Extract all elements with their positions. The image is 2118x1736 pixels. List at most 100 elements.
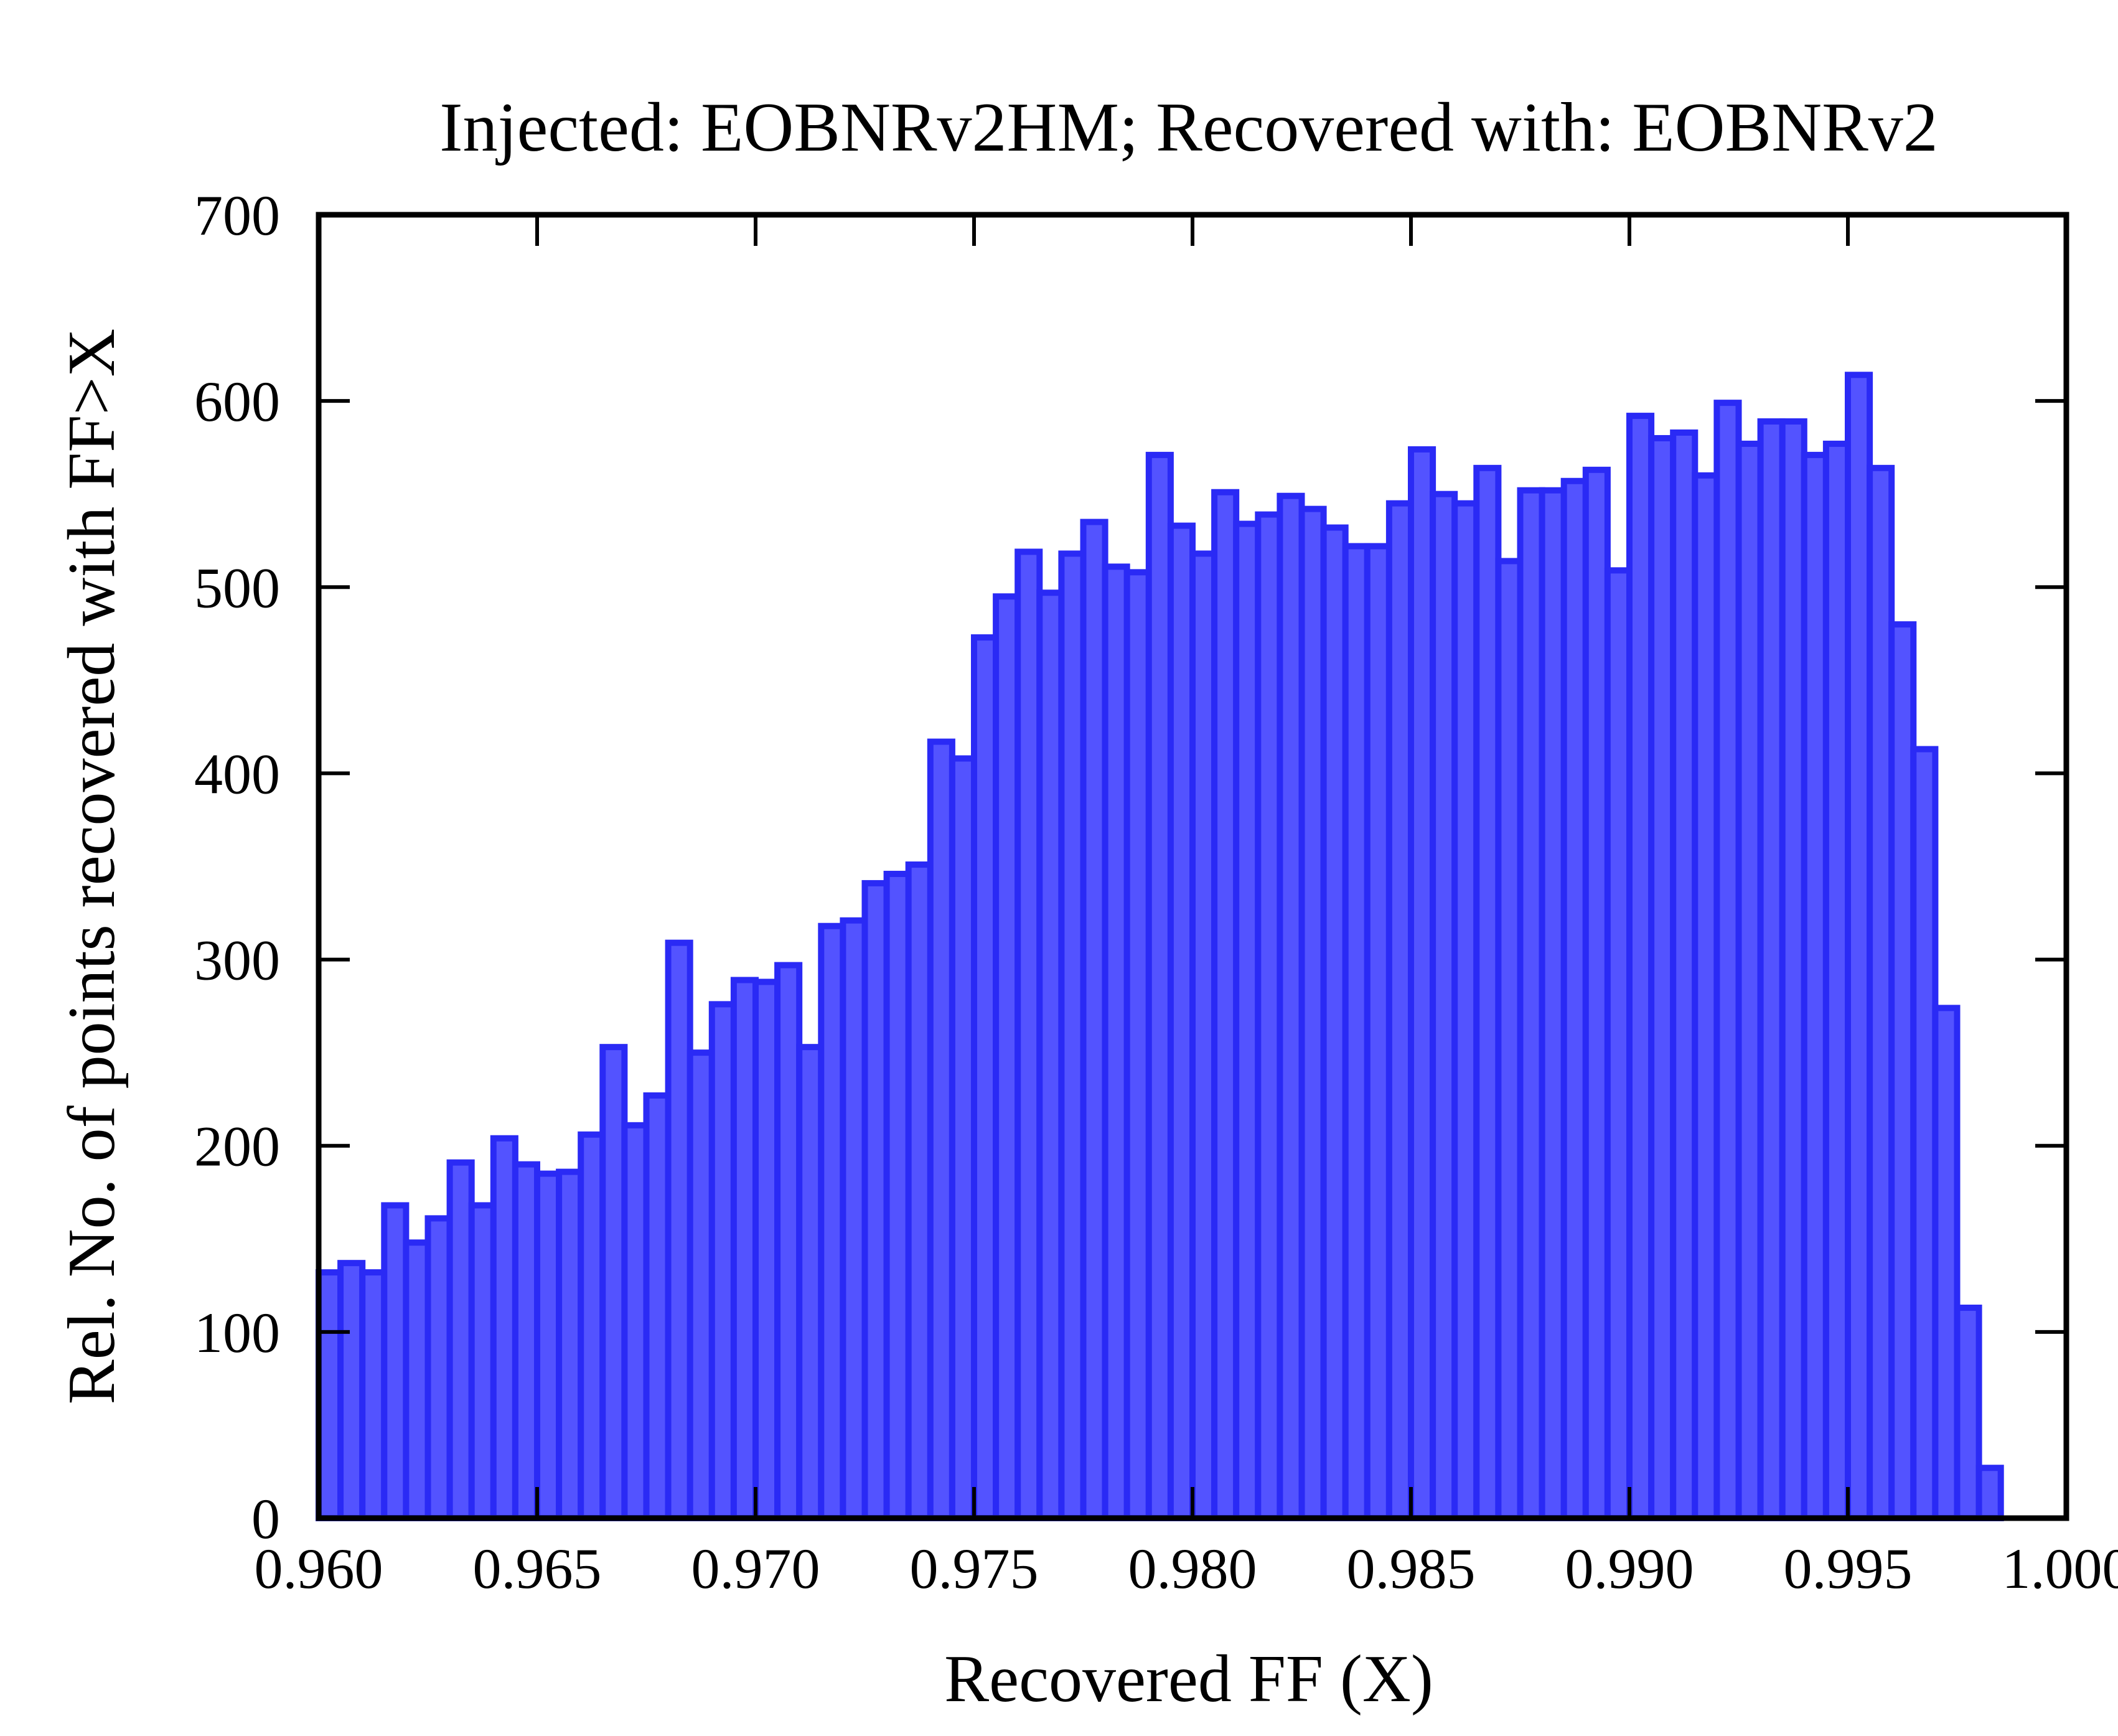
histogram-bar [1211, 489, 1240, 1521]
histogram-bar [971, 634, 1000, 1521]
histogram-bar [1539, 487, 1567, 1521]
histogram-bar [1779, 418, 1807, 1521]
histogram-bar [730, 977, 759, 1521]
histogram-bar [1954, 1304, 1982, 1521]
histogram-bar [1058, 550, 1087, 1522]
histogram-bar [1342, 543, 1371, 1522]
histogram-bar [665, 939, 693, 1521]
x-tick-label: 0.970 [691, 1537, 820, 1600]
histogram-bar [534, 1170, 563, 1521]
histogram-bar [708, 1001, 737, 1521]
chart-title: Injected: EOBNRv2HM; Recovered with: EOB… [439, 89, 1938, 166]
histogram-bar [1867, 464, 1895, 1522]
histogram-bar [1036, 589, 1065, 1521]
bars-group [316, 372, 2004, 1522]
y-tick-label: 300 [194, 929, 280, 992]
histogram-bar [1102, 563, 1130, 1521]
histogram-bar [1167, 522, 1196, 1521]
ticks-group [319, 215, 2066, 1518]
histogram-bar [468, 1202, 497, 1521]
histogram-bar [752, 978, 781, 1522]
y-tick-label: 0 [251, 1487, 280, 1551]
histogram-bar [381, 1202, 410, 1521]
histogram-bar [1123, 569, 1152, 1522]
histogram-bar [1670, 429, 1699, 1521]
histogram-bar [316, 1269, 344, 1522]
histogram-bar [556, 1168, 584, 1521]
histogram-bar [446, 1159, 475, 1521]
histogram-bar [1233, 520, 1262, 1521]
histogram-bar [1473, 464, 1502, 1522]
histogram-bar [1298, 505, 1327, 1521]
histogram-bar [643, 1092, 672, 1521]
histogram-bar [1692, 472, 1720, 1521]
x-tick-label: 1.000 [2002, 1537, 2118, 1600]
histogram-bar [1277, 492, 1305, 1521]
histogram-bar [1014, 548, 1043, 1521]
y-tick-label: 500 [194, 556, 280, 619]
histogram-bar [1364, 543, 1392, 1522]
x-tick-label: 0.965 [473, 1537, 602, 1600]
histogram-bar [359, 1269, 388, 1522]
histogram-bar [1145, 451, 1174, 1521]
histogram-bar [1888, 621, 1917, 1521]
histogram-bar [1430, 490, 1458, 1522]
x-tick-label: 0.995 [1784, 1537, 1913, 1600]
histogram-bar [1822, 440, 1851, 1522]
histogram-bar [774, 962, 803, 1521]
histogram-bar [424, 1215, 453, 1521]
histogram-bar [796, 1044, 825, 1521]
histogram-bar [1080, 518, 1108, 1521]
histogram-bar [1735, 440, 1764, 1522]
histogram-bar [1648, 434, 1677, 1521]
histogram-bar [1910, 746, 1939, 1521]
histogram-bar [1582, 466, 1611, 1522]
plot-frame [316, 212, 2069, 1521]
x-tick-label: 0.975 [910, 1537, 1039, 1600]
x-tick-label: 0.980 [1128, 1537, 1257, 1600]
y-tick-label: 100 [194, 1301, 280, 1364]
histogram-bar [1385, 500, 1414, 1522]
histogram-bar [1932, 1005, 1961, 1521]
histogram-bar [905, 861, 934, 1521]
histogram-bar [1451, 500, 1480, 1522]
histogram-bar [512, 1161, 541, 1521]
histogram-bar [337, 1260, 366, 1522]
histogram-bar [1495, 558, 1524, 1521]
histogram-bar [1408, 446, 1436, 1521]
histogram-bar [1801, 451, 1829, 1521]
histogram-bar [686, 1049, 715, 1521]
histogram-bar [621, 1122, 650, 1521]
histogram-bar [949, 755, 978, 1521]
histogram-bar [840, 917, 868, 1522]
histogram-bar [1320, 524, 1349, 1521]
x-tick-label: 0.960 [255, 1537, 383, 1600]
histogram-bar [403, 1239, 431, 1521]
histogram-bar [818, 922, 846, 1521]
histogram-bar [1975, 1465, 2004, 1522]
y-tick-label: 700 [194, 184, 280, 247]
y-axis-label: Rel. No. of points recovered with FF>X [55, 329, 129, 1405]
x-axis-label: Recovered FF (X) [944, 1642, 1433, 1716]
histogram-bar [1189, 550, 1218, 1522]
histogram-bar [1845, 372, 1873, 1522]
histogram-bar [1604, 567, 1633, 1521]
histogram-bar [1626, 413, 1655, 1521]
y-tick-label: 400 [194, 742, 280, 805]
histogram-bar [993, 593, 1021, 1522]
histogram-bar [490, 1135, 518, 1521]
histogram-bar [1255, 511, 1283, 1521]
y-tick-labels: 0 100 200 300 400 500 600 700 [194, 184, 280, 1551]
histogram-bar [1713, 400, 1742, 1521]
histogram-bar [599, 1044, 628, 1521]
x-tick-label: 0.990 [1565, 1537, 1694, 1600]
histogram-bar [578, 1131, 606, 1522]
histogram-bar [1517, 487, 1545, 1521]
histogram-bar [861, 880, 890, 1521]
histogram-bar [927, 738, 955, 1521]
x-tick-labels: 0.960 0.965 0.970 0.975 0.980 0.985 0.990 0.995… [255, 1537, 2118, 1600]
histogram-bar [1560, 477, 1589, 1521]
histogram-bar [883, 870, 912, 1521]
histogram-bar [1757, 418, 1786, 1521]
